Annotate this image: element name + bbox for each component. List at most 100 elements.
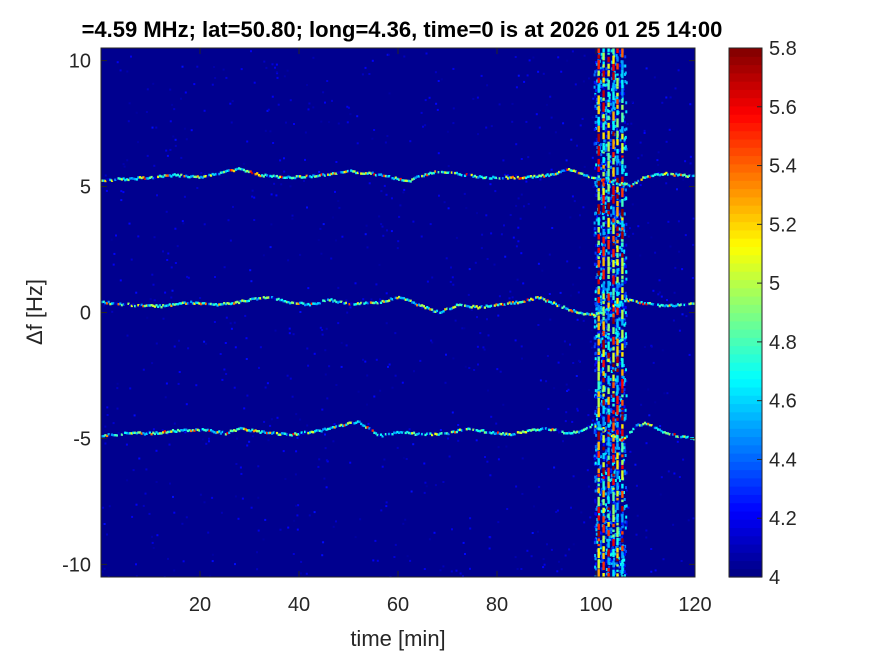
trace-point (457, 303, 460, 307)
trace-point (312, 302, 315, 305)
trace-point (152, 176, 155, 180)
trace-point (124, 431, 127, 434)
trace-point (508, 433, 511, 436)
noise-speck (332, 440, 335, 443)
noise-speck (497, 458, 500, 461)
trace-point (188, 429, 191, 432)
noise-speck (240, 472, 243, 475)
noise-speck (337, 122, 340, 125)
band-speck (594, 461, 597, 465)
band-speck (622, 302, 625, 306)
trace-point (163, 174, 166, 177)
noise-speck (575, 375, 578, 377)
noise-speck (345, 299, 348, 302)
noise-speck (129, 387, 132, 390)
trace-point (620, 300, 623, 303)
noise-speck (589, 340, 592, 343)
noise-speck (553, 466, 556, 469)
noise-speck (449, 280, 452, 283)
trace-point (653, 426, 656, 430)
noise-speck (325, 327, 328, 330)
noise-speck (133, 414, 136, 417)
trace-point (241, 299, 244, 302)
trace-point (421, 174, 424, 178)
trace-point (533, 428, 536, 431)
band-speck (601, 403, 604, 407)
noise-speck (424, 124, 427, 127)
trace-point (193, 429, 196, 432)
trace-point (180, 429, 183, 432)
trace-point (393, 297, 396, 301)
noise-speck (148, 512, 151, 515)
trace-point (206, 303, 209, 306)
trace-point (162, 304, 165, 307)
noise-speck (275, 194, 278, 197)
band-line-segment (621, 227, 624, 231)
trace-point (488, 431, 491, 434)
noise-speck (625, 573, 628, 575)
band-line-segment (597, 483, 600, 487)
noise-speck (421, 306, 424, 309)
noise-speck (127, 120, 130, 123)
trace-point (473, 429, 477, 432)
noise-speck (579, 360, 581, 363)
trace-point (407, 299, 411, 302)
trace-point (584, 427, 587, 431)
noise-speck (271, 63, 274, 66)
noise-speck (693, 173, 695, 175)
band-speck (609, 429, 612, 433)
noise-speck (174, 262, 177, 264)
trace-point (612, 181, 615, 184)
band-speck (623, 341, 626, 345)
signal-traces (101, 167, 695, 442)
noise-speck (250, 280, 253, 283)
noise-speck (583, 54, 586, 57)
noise-speck (627, 235, 630, 238)
trace-point (376, 433, 379, 437)
trace-point (238, 301, 241, 305)
band-line-segment (602, 165, 605, 169)
band-speck (624, 414, 627, 417)
colorbar-step (729, 155, 762, 165)
trace-point (515, 431, 518, 434)
noise-speck (391, 386, 394, 389)
noise-speck (116, 382, 119, 385)
band-line-segment (612, 158, 615, 165)
noise-speck (213, 66, 215, 68)
noise-speck (477, 133, 479, 136)
trace-point (300, 301, 303, 305)
trace-point (308, 304, 312, 307)
trace-point (275, 431, 279, 435)
trace-point (368, 300, 371, 304)
band-speck (624, 147, 627, 151)
noise-speck (306, 206, 308, 209)
band-speck (594, 512, 597, 516)
band-line-segment (597, 240, 600, 246)
band-speck (601, 368, 604, 372)
noise-speck (433, 531, 436, 534)
trace-point (518, 177, 521, 180)
noise-speck (537, 324, 540, 326)
trace-point (356, 302, 359, 305)
trace-point (158, 432, 161, 435)
noise-speck (431, 341, 434, 344)
band-speck (618, 538, 621, 542)
noise-speck (181, 65, 184, 68)
trace-point (165, 174, 168, 177)
band-speck (594, 498, 597, 502)
noise-speck (152, 283, 155, 286)
trace-point (629, 298, 632, 302)
band-speck (618, 363, 621, 367)
band-line-segment (612, 82, 615, 92)
trace-point (426, 306, 429, 309)
trace-point (267, 431, 270, 435)
noise-speck (657, 293, 660, 296)
trace-point (200, 302, 203, 306)
band-speck (614, 241, 617, 245)
band-speck (616, 544, 619, 548)
noise-speck (465, 207, 468, 209)
colorbar-tick-label: 4.2 (769, 508, 797, 530)
trace-point (642, 176, 645, 179)
band-speck (609, 360, 612, 364)
noise-speck (214, 77, 217, 79)
